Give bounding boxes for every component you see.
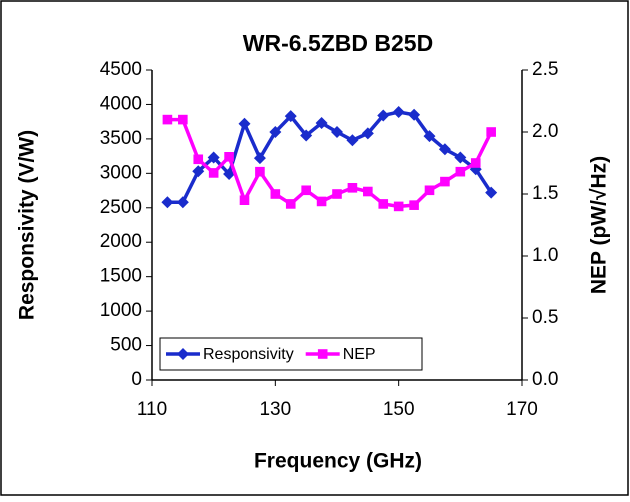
data-point bbox=[363, 186, 373, 197]
data-point bbox=[162, 114, 173, 125]
y-tick-label: 0 bbox=[131, 369, 142, 390]
data-point bbox=[176, 196, 189, 209]
data-point bbox=[269, 126, 282, 138]
data-point bbox=[253, 152, 266, 165]
legend-label: Responsivity bbox=[203, 346, 294, 363]
data-point bbox=[424, 185, 435, 196]
data-point bbox=[346, 134, 359, 147]
data-point bbox=[485, 186, 498, 199]
data-point bbox=[223, 168, 236, 181]
x-axis-label: Frequency (GHz) bbox=[254, 450, 422, 473]
data-point bbox=[377, 109, 390, 122]
data-point bbox=[331, 126, 343, 138]
data-point bbox=[239, 195, 250, 205]
data-point bbox=[300, 129, 313, 142]
y-tick-label: 3000 bbox=[100, 162, 142, 183]
legend-marker bbox=[317, 349, 328, 359]
data-point bbox=[161, 196, 174, 209]
data-point bbox=[347, 183, 358, 193]
data-point bbox=[393, 201, 404, 212]
data-point bbox=[270, 189, 281, 199]
legend-label: NEP bbox=[343, 346, 376, 363]
y-tick-label: 4000 bbox=[100, 93, 142, 114]
data-point bbox=[192, 165, 205, 178]
y2-tick-label: 1.5 bbox=[532, 183, 558, 204]
y2-tick-label: 0.5 bbox=[532, 307, 558, 328]
data-point bbox=[207, 151, 220, 164]
data-point bbox=[255, 166, 265, 177]
y2-tick-label: 2.5 bbox=[532, 59, 558, 80]
data-point bbox=[438, 143, 451, 156]
y2-tick-label: 2.0 bbox=[532, 121, 558, 142]
data-point bbox=[392, 106, 405, 119]
y-tick-label: 1000 bbox=[100, 300, 142, 321]
data-point bbox=[361, 127, 374, 140]
y2-axis-label: NEP (pW/√Hz) bbox=[588, 156, 611, 294]
y-tick-label: 1500 bbox=[100, 266, 142, 287]
data-point bbox=[378, 199, 389, 209]
data-point bbox=[332, 189, 342, 199]
data-point bbox=[440, 176, 450, 187]
y-tick-label: 4500 bbox=[100, 59, 142, 80]
data-point bbox=[455, 166, 466, 177]
data-point bbox=[315, 117, 328, 130]
data-point bbox=[408, 108, 421, 121]
y-tick-label: 500 bbox=[110, 335, 142, 356]
data-point bbox=[238, 117, 251, 130]
y2-tick-label: 1.0 bbox=[532, 245, 558, 266]
y2-tick-label: 0.0 bbox=[532, 369, 558, 390]
data-point bbox=[301, 185, 311, 196]
y-tick-label: 3500 bbox=[100, 128, 142, 149]
x-tick-label: 110 bbox=[137, 399, 167, 420]
data-point bbox=[486, 127, 496, 137]
series-line bbox=[167, 117, 493, 209]
chart-title: WR-6.5ZBD B25D bbox=[243, 30, 433, 56]
legend-box bbox=[159, 337, 423, 371]
data-point bbox=[423, 130, 436, 143]
data-point bbox=[454, 151, 467, 164]
y-tick-label: 2000 bbox=[100, 231, 142, 252]
data-point bbox=[208, 168, 219, 178]
data-point bbox=[285, 199, 296, 209]
legend-marker bbox=[177, 348, 189, 360]
data-point bbox=[178, 114, 188, 125]
y-tick-label: 2500 bbox=[100, 197, 142, 218]
y-axis-label: Responsivity (V/W) bbox=[16, 130, 39, 320]
data-point bbox=[224, 152, 234, 162]
data-point bbox=[316, 196, 327, 207]
x-tick-label: 150 bbox=[383, 399, 415, 420]
data-point bbox=[409, 200, 419, 210]
data-point bbox=[470, 158, 481, 168]
data-point bbox=[193, 154, 204, 165]
data-point bbox=[284, 110, 297, 123]
x-tick-label: 130 bbox=[259, 399, 291, 420]
x-tick-label: 170 bbox=[506, 399, 538, 420]
